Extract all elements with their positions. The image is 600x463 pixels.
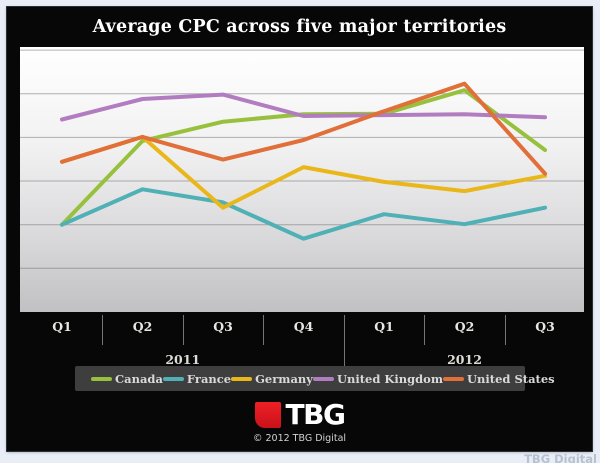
- chart-panel: Average CPC across five major territorie…: [7, 7, 592, 451]
- legend-label: United Kingdom: [336, 371, 444, 386]
- series-line-france: [60, 187, 547, 241]
- legend: Canada France Germany United Kingdom United …: [75, 366, 555, 391]
- chart-title: Average CPC across five major territorie…: [92, 17, 507, 37]
- legend-swatch-icon: [91, 376, 112, 381]
- legend-label: Germany: [255, 371, 313, 386]
- series-line-united-kingdom: [60, 92, 547, 122]
- legend-swatch-icon: [312, 376, 334, 381]
- year-label-2012: 2012: [447, 352, 482, 367]
- legend-swatch-icon: [162, 376, 184, 381]
- plot-svg: [20, 49, 584, 269]
- series-line-united-states: [60, 81, 547, 176]
- legend-swatch-icon: [443, 376, 465, 381]
- legend-label: Canada: [115, 371, 163, 386]
- legend-item-united-states: United States: [443, 372, 555, 386]
- x-axis-label: Q3: [535, 319, 555, 334]
- copyright-text: © 2012 TBG Digital: [252, 433, 347, 444]
- plot-area: [20, 47, 584, 312]
- quarter-tick: [504, 315, 506, 345]
- logo-text: TBG: [285, 398, 346, 431]
- quarter-tick: [263, 315, 265, 345]
- series-line-canada: [60, 88, 547, 227]
- tbg-logo-icon: [254, 402, 281, 428]
- legend-swatch-icon: [231, 376, 253, 381]
- x-axis-label: Q3: [213, 319, 233, 334]
- x-axis-label: Q2: [454, 319, 475, 334]
- footer-logo: TBG: [7, 400, 592, 430]
- legend-item-canada: Canada: [91, 372, 163, 386]
- x-axis-label: Q1: [374, 319, 394, 334]
- legend-item-germany: Germany: [231, 372, 313, 386]
- x-axis-label: Q2: [132, 319, 153, 334]
- legend-label: United States: [467, 371, 555, 386]
- quarter-tick: [424, 315, 426, 345]
- legend-label: France: [186, 371, 232, 386]
- x-axis-label: Q1: [52, 319, 72, 334]
- legend-item-france: France: [162, 371, 232, 386]
- legend-item-united-kingdom: United Kingdom: [312, 371, 444, 386]
- x-axis-label: Q4: [293, 319, 314, 334]
- year-label-2011: 2011: [165, 352, 201, 367]
- watermark-text: TBG Digital: [524, 452, 597, 463]
- quarter-tick: [102, 315, 104, 345]
- year-divider-tick: [343, 315, 345, 375]
- quarter-tick: [182, 315, 184, 345]
- x-axis: Q1 Q2 Q3 Q4 Q1 Q2 Q3 2011 2012: [7, 312, 592, 375]
